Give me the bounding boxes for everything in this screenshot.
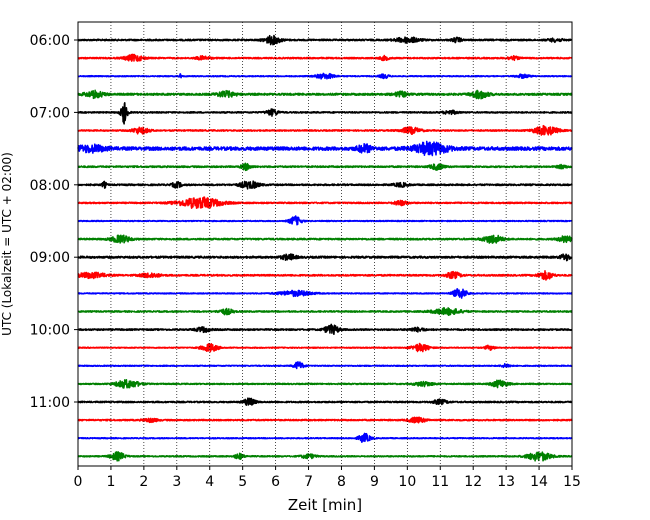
trace-line — [77, 180, 573, 190]
x-tick-label: 15 — [563, 474, 581, 490]
y-axis: 06:00 07:00 08:00 09:00 10:00 11:00 — [30, 33, 78, 411]
x-tick-label: 10 — [398, 474, 416, 490]
trace-line — [77, 162, 573, 172]
y-tick-label: 11:00 — [30, 395, 70, 411]
x-tick-label: 1 — [106, 474, 115, 490]
x-tick-label: 3 — [172, 474, 181, 490]
trace-line — [77, 196, 573, 209]
trace-line — [77, 432, 573, 444]
x-tick-label: 7 — [304, 474, 313, 490]
x-tick-label: 2 — [139, 474, 148, 490]
trace-line — [77, 72, 573, 80]
trace-line — [77, 124, 573, 136]
trace-line — [77, 102, 573, 125]
trace-line — [77, 34, 573, 46]
trace-line — [77, 270, 573, 281]
y-axis-title: UTC (Lokalzeit = UTC + 02:00) — [0, 152, 14, 336]
x-tick-label: 4 — [205, 474, 214, 490]
trace-line — [77, 253, 573, 262]
x-axis-title: Zeit [min] — [288, 496, 362, 514]
trace-line — [77, 140, 573, 157]
x-tick-label: 6 — [271, 474, 280, 490]
y-tick-label: 07:00 — [30, 105, 70, 121]
x-tick-label: 9 — [370, 474, 379, 490]
trace-group — [77, 34, 573, 462]
y-tick-label: 08:00 — [30, 178, 70, 194]
x-tick-label: 0 — [74, 474, 83, 490]
trace-line — [77, 89, 573, 100]
trace-line — [77, 397, 573, 406]
minute-grid — [110, 22, 540, 466]
y-tick-label: 10:00 — [30, 323, 70, 339]
x-tick-label: 8 — [337, 474, 346, 490]
trace-line — [77, 416, 573, 424]
trace-line — [77, 215, 573, 226]
x-tick-label: 14 — [530, 474, 548, 490]
trace-line — [77, 451, 573, 462]
trace-line — [77, 288, 573, 299]
trace-line — [77, 323, 573, 336]
plot-frame — [77, 21, 573, 467]
x-tick-label: 5 — [238, 474, 247, 490]
y-tick-label: 09:00 — [30, 250, 70, 266]
trace-line — [77, 307, 573, 316]
trace-line — [77, 361, 573, 370]
trace-line — [77, 379, 573, 389]
trace-line — [77, 53, 573, 62]
y-tick-label: 06:00 — [30, 33, 70, 49]
x-tick-label: 12 — [464, 474, 482, 490]
x-tick-label: 13 — [497, 474, 515, 490]
trace-line — [77, 234, 573, 244]
trace-line — [77, 342, 573, 353]
x-tick-label: 11 — [431, 474, 449, 490]
x-axis: 0 1 2 3 4 5 6 7 8 9 10 11 12 13 14 15 — [74, 466, 581, 490]
